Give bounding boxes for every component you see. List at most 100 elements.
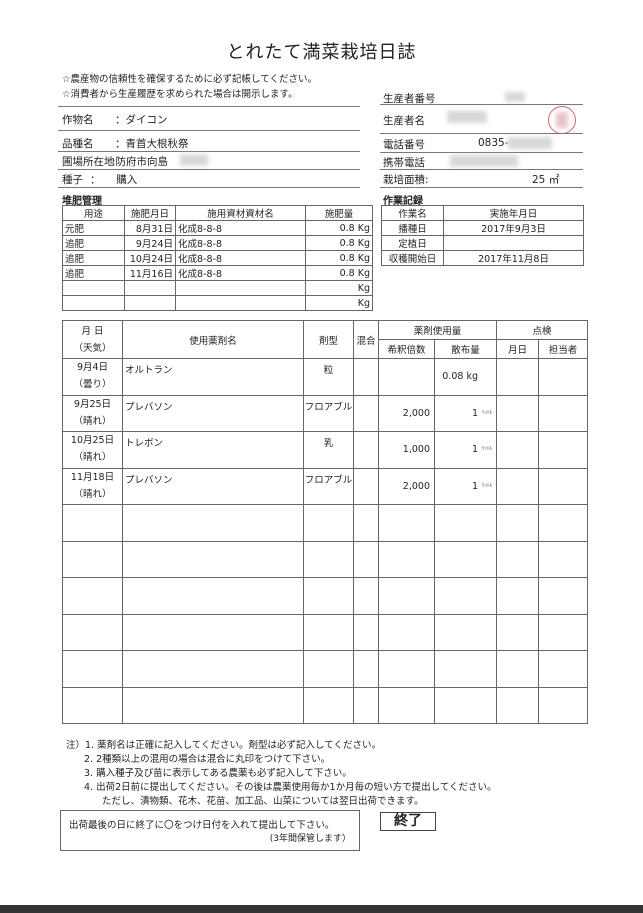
amount-cell: [433, 540, 498, 578]
form-header: 剤型: [303, 320, 354, 359]
date: 11月18日: [70, 471, 115, 483]
check-date: [496, 431, 540, 469]
mix: [353, 577, 379, 615]
check-date-header: 月日: [496, 339, 540, 359]
work-date: [443, 235, 584, 251]
crop-label: 作物名: [62, 114, 94, 126]
form: [303, 577, 354, 615]
dilution: 1,000: [378, 431, 435, 469]
dilution: [378, 686, 435, 724]
compost-row: 追肥 11月16日 化成8-8-8 0.8 Kg: [62, 265, 373, 281]
dilution: [378, 613, 435, 651]
date-cell: [62, 686, 123, 724]
form: [303, 540, 354, 578]
weather: （晴れ）: [73, 452, 112, 463]
amount-cell: 1 ﾘｯﾄﾙ: [433, 467, 498, 505]
date-cell: [62, 613, 123, 651]
compost-amount: Kg: [305, 280, 373, 296]
check-date: [496, 577, 540, 615]
weather-header: （天気）: [73, 342, 112, 354]
dilution: [378, 504, 435, 542]
date-cell: [62, 577, 123, 615]
compost-row: 追肥 10月24日 化成8-8-8 0.8 Kg: [62, 250, 373, 266]
check-person: [538, 577, 589, 615]
amount: 1: [471, 407, 479, 419]
unit: ﾘｯﾄﾙ: [482, 409, 493, 416]
compost-material: 化成8-8-8: [175, 250, 306, 266]
pesticide-name: トレボン: [122, 431, 304, 469]
form: 粒: [303, 358, 354, 396]
date-cell: [62, 504, 123, 542]
check-date: [496, 467, 540, 505]
date: 9月4日: [76, 362, 109, 373]
pesticide-row: 11月18日 （晴れ） プレバソン フロアブル 2,000 1 ﾘｯﾄﾙ: [62, 467, 589, 505]
check-header: 点検: [496, 320, 589, 340]
mix: [353, 358, 379, 396]
amount: 1: [471, 444, 479, 456]
form: [303, 650, 354, 688]
seal-stamp: [548, 106, 576, 134]
mix: [353, 540, 379, 578]
area-label: 栽培面積:: [383, 174, 429, 186]
date: 10月25日: [70, 435, 115, 446]
check-person: [538, 358, 589, 396]
redacted: [508, 137, 552, 149]
work-task: 播種日: [381, 220, 444, 236]
check-date: [496, 358, 540, 396]
check-person: [538, 686, 589, 724]
note-1: 注）1. 薬剤名は正確に記入してください。剤型は必ず記入してください。: [66, 740, 381, 751]
field-location-value: :防府市向島: [112, 156, 169, 168]
submission-note-box: 出荷最後の日に終了に〇をつけ日付を入れて提出して下さい。 (3年間保管します）: [60, 810, 360, 851]
compost-use: [62, 280, 125, 296]
pesticide-row: 9月4日 （曇り） オルトラン粒 0.08 kg: [62, 358, 589, 396]
compost-date: 9月24日: [124, 235, 176, 251]
date-cell: 9月4日 （曇り）: [62, 358, 123, 396]
check-date: [496, 540, 540, 578]
pesticide-row: [62, 613, 589, 651]
pesticide-name: [122, 686, 304, 724]
dilution: [378, 358, 435, 396]
compost-use: 追肥: [62, 265, 125, 281]
check-person: [538, 650, 589, 688]
mix: [353, 650, 379, 688]
work-row: 収穫開始日 2017年11月8日: [381, 250, 584, 266]
pesticide-name: オルトラン: [122, 358, 304, 396]
pesticide-table: 月 日 （天気） 使用薬剤名 剤型 混合 薬剤使用量 点検 希釈倍数 散布量 月日…: [62, 320, 589, 724]
date-cell: 9月25日 （晴れ）: [62, 394, 123, 432]
note-2: 2. 2種類以上の混用の場合は混合に丸印をつけて下さい。: [84, 754, 331, 765]
work-title: 作業記録: [383, 196, 423, 207]
dilution: 2,000: [378, 394, 435, 432]
note-3: 3. 購入種子及び苗に表示してある農薬も必ず記入して下さい。: [84, 768, 352, 779]
compost-material: [175, 280, 306, 296]
form: フロアブル: [303, 467, 354, 505]
compost-row: 追肥 9月24日 化成8-8-8 0.8 Kg: [62, 235, 373, 251]
unit: ﾘｯﾄﾙ: [482, 482, 493, 489]
field-location-label: 圃場所在地: [62, 156, 115, 168]
work-task: 収穫開始日: [381, 250, 444, 266]
mix: [353, 613, 379, 651]
compost-date: 8月31日: [124, 220, 176, 236]
amount-header: 散布量: [433, 339, 498, 359]
redacted: [505, 92, 525, 102]
weather: （晴れ）: [73, 415, 112, 427]
date-header: 月 日: [81, 325, 104, 337]
mix: [353, 686, 379, 724]
amount-cell: 0.08 kg: [433, 358, 498, 396]
variety-label: 品種名: [62, 138, 94, 150]
mobile-label: 携帯電話: [383, 157, 425, 169]
pesticide-name: [122, 577, 304, 615]
note-reliability: ☆農産物の信頼性を確保するために必ず記帳してください。: [62, 74, 317, 85]
seed-value: ： 購入: [90, 174, 138, 186]
check-date: [496, 394, 540, 432]
col-header: 施用資材資材名: [175, 205, 306, 221]
work-date: 2017年11月8日: [443, 250, 584, 266]
form: [303, 613, 354, 651]
amount-cell: [433, 577, 498, 615]
end-checkbox[interactable]: 終了: [380, 812, 436, 831]
compost-material: 化成8-8-8: [175, 265, 306, 281]
compost-material: 化成8-8-8: [175, 235, 306, 251]
work-record-table: 作業名 実施年月日 播種日 2017年9月3日 定植日 収穫開始日 2017年11月8日: [381, 205, 584, 266]
variety-value: ：青首大根秋祭: [115, 138, 189, 150]
compost-material: [175, 295, 306, 311]
redacted: [450, 155, 518, 167]
